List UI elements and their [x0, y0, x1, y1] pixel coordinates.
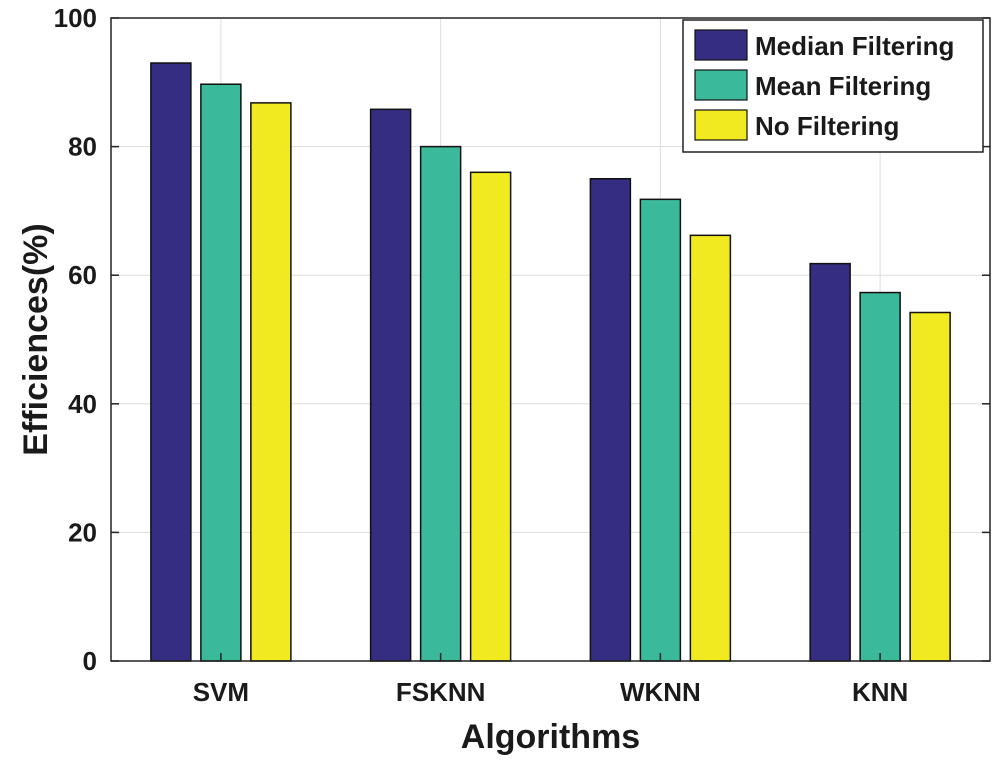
- x-tick-label: KNN: [852, 677, 908, 707]
- legend-label: Mean Filtering: [755, 71, 931, 101]
- bar-mean-filtering-knn: [859, 291, 901, 662]
- y-tick-label: 60: [68, 260, 97, 290]
- y-axis-title: Efficiences(%): [17, 223, 55, 455]
- bar-mean-filtering-svm: [200, 83, 242, 662]
- legend-label: Median Filtering: [755, 31, 954, 61]
- y-tick-label: 0: [83, 646, 97, 676]
- bar-median-filtering-knn: [809, 262, 851, 662]
- bar-median-filtering-fsknn: [369, 108, 412, 662]
- bar-mean-filtering-wknn: [639, 198, 682, 662]
- legend-swatch: [694, 109, 748, 141]
- bar-mean-filtering-fsknn: [419, 145, 462, 662]
- y-tick-label: 80: [68, 132, 97, 162]
- bar-median-filtering-wknn: [589, 178, 632, 662]
- bars: [150, 62, 951, 662]
- x-tick-label: SVM: [193, 677, 249, 707]
- bar-no-filtering-fsknn: [469, 171, 512, 662]
- x-axis-title: Algorithms: [461, 718, 640, 756]
- axis-ticks: 0 20 40 60 80 100 SVM FSKNN WKNN KNN: [54, 3, 990, 707]
- x-tick-label: FSKNN: [396, 677, 486, 707]
- plot-frame: [110, 17, 991, 662]
- bar-no-filtering-svm: [250, 102, 292, 662]
- legend-label: No Filtering: [755, 111, 899, 141]
- bar-no-filtering-knn: [909, 311, 951, 662]
- bar-no-filtering-wknn: [689, 234, 732, 662]
- y-tick-label: 40: [68, 389, 97, 419]
- bar-median-filtering-svm: [150, 62, 192, 662]
- legend-swatch: [694, 29, 748, 61]
- legend: Median Filtering Mean Filtering No Filteri…: [682, 19, 984, 153]
- x-tick-label: WKNN: [620, 677, 701, 707]
- y-tick-label: 100: [54, 3, 97, 33]
- y-tick-label: 20: [68, 517, 97, 547]
- legend-swatch: [694, 69, 748, 101]
